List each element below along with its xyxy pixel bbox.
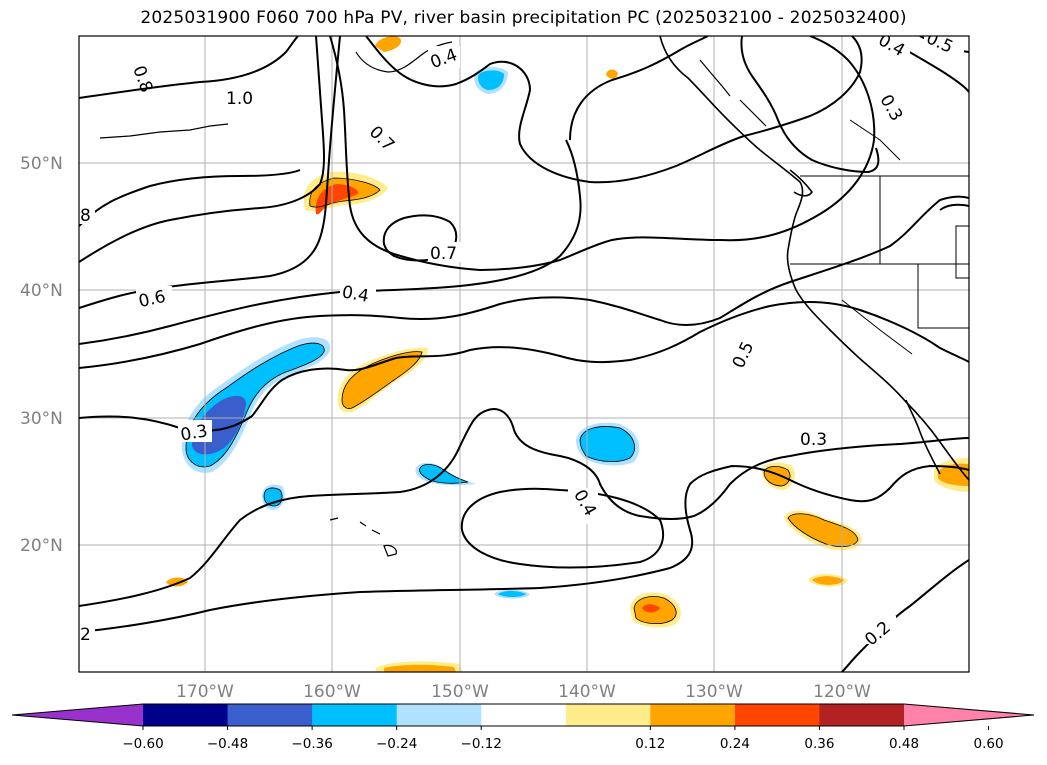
colorbar-tick-label: 0.36 [804, 736, 834, 752]
lon-label: 120°W [813, 682, 871, 702]
colorbar-segment [227, 704, 313, 726]
colorbar-segment [819, 704, 905, 726]
colorbar-tick-label: −0.60 [122, 736, 163, 752]
lon-label: 160°W [303, 682, 361, 702]
lon-label: 170°W [176, 682, 234, 702]
contour-label: 0.3 [179, 421, 209, 445]
colorbar-segment [650, 704, 736, 726]
colorbar-tick-label: 0.60 [974, 736, 1004, 752]
lon-label: 150°W [431, 682, 489, 702]
colorbar-tick-label: −0.12 [461, 736, 502, 752]
contour-label: 1.0 [226, 89, 253, 109]
lat-label: 20°N [20, 536, 63, 556]
lat-label: 50°N [20, 154, 63, 174]
map-title: 2025031900 F060 700 hPa PV, river basin … [140, 8, 907, 28]
contour-label: 2 [80, 625, 91, 645]
lat-label: 40°N [20, 281, 63, 301]
map-frame [78, 35, 970, 673]
colorbar-tick-label: −0.48 [207, 736, 248, 752]
colorbar-tick-label: −0.24 [376, 736, 417, 752]
contour-label: 8 [80, 206, 91, 226]
map-area: 0.8 1.0 0.4 0.5 0.4 0.3 0.7 8 0.7 0.6 0.… [79, 36, 969, 672]
colorbar-segment [143, 704, 229, 726]
lon-label: 140°W [558, 682, 616, 702]
lon-label: 130°W [685, 682, 743, 702]
colorbar-tick-label: 0.48 [889, 736, 919, 752]
colorbar-extend-min [12, 704, 143, 726]
contour-label: 0.7 [430, 244, 457, 264]
colorbar-tick-label: 0.12 [635, 736, 665, 752]
shading-outlines [185, 177, 859, 624]
contour-label: 0.4 [340, 282, 370, 306]
lat-label: 30°N [20, 409, 63, 429]
contour-label: 0.3 [800, 430, 827, 450]
colorbar-segment [481, 704, 567, 726]
colorbar-segment [312, 704, 398, 726]
colorbar-extend-max [904, 704, 1034, 726]
colorbar: −0.60 −0.48 −0.36 −0.24 −0.12 0.12 0.24 0.36 0.4… [11, 703, 1035, 752]
colorbar-tick-label: −0.36 [291, 736, 332, 752]
colorbar-segment [565, 704, 651, 726]
colorbar-segment [734, 704, 820, 726]
colorbar-segment [396, 704, 482, 726]
colorbar-tick-label: 0.24 [720, 736, 750, 752]
